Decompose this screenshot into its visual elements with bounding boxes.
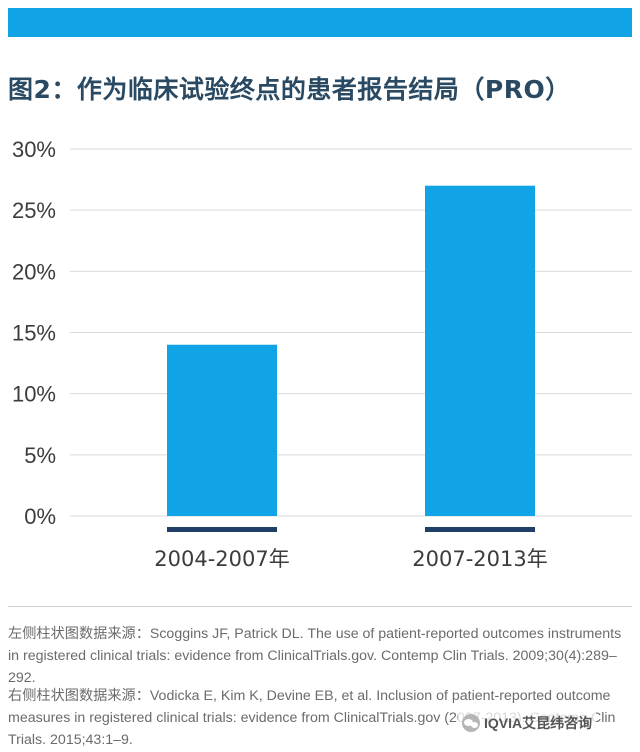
bar-base-marker	[425, 527, 535, 532]
source-left: 左侧柱状图数据来源：Scoggins JF, Patrick DL. The u…	[8, 623, 628, 689]
watermark-text: IQVIA艾昆纬咨询	[484, 715, 593, 731]
bar-base-marker	[167, 527, 277, 532]
bar-chart: 0% 5% 10% 15% 20% 25% 30% 2004-2007年 2007-2013年	[12, 137, 632, 571]
watermark: IQVIA艾昆纬咨询	[458, 712, 597, 734]
y-tick-label: 10%	[12, 382, 56, 407]
y-tick-label: 5%	[24, 443, 56, 468]
y-tick-label: 25%	[12, 198, 56, 223]
y-tick-label: 20%	[12, 259, 56, 284]
wechat-icon	[462, 714, 480, 732]
y-tick-label: 0%	[24, 504, 56, 529]
y-tick-label: 30%	[12, 137, 56, 162]
chart-title: 图2：作为临床试验终点的患者报告结局（PRO）	[8, 75, 571, 104]
source-left-text: 左侧柱状图数据来源：Scoggins JF, Patrick DL. The u…	[8, 626, 622, 686]
bar	[425, 185, 535, 516]
divider	[8, 606, 632, 607]
x-category-label: 2004-2007年	[154, 547, 289, 571]
y-tick-label: 15%	[12, 321, 56, 346]
bar	[167, 344, 277, 516]
x-category-label: 2007-2013年	[412, 547, 547, 571]
top-band	[8, 8, 632, 37]
